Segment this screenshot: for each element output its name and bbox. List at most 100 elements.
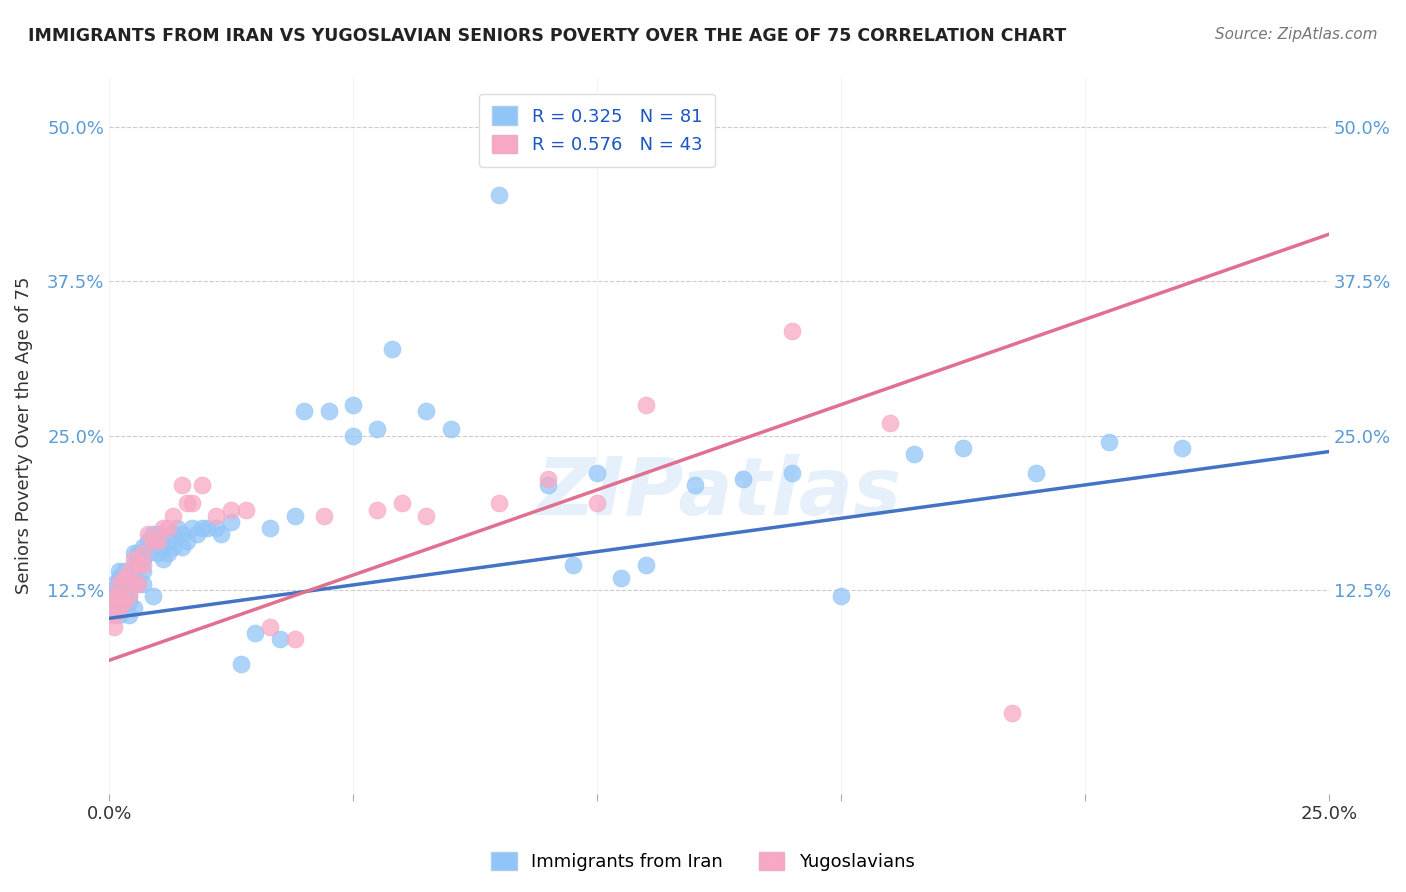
Point — [122, 558, 145, 573]
Point — [205, 508, 228, 523]
Text: IMMIGRANTS FROM IRAN VS YUGOSLAVIAN SENIORS POVERTY OVER THE AGE OF 75 CORRELATI: IMMIGRANTS FROM IRAN VS YUGOSLAVIAN SENI… — [28, 27, 1066, 45]
Point — [112, 570, 135, 584]
Point — [108, 570, 131, 584]
Point — [108, 607, 131, 622]
Point — [152, 540, 174, 554]
Point — [108, 576, 131, 591]
Point — [283, 508, 305, 523]
Point — [186, 527, 208, 541]
Point — [1098, 434, 1121, 449]
Point — [103, 595, 125, 609]
Point — [122, 601, 145, 615]
Point — [112, 582, 135, 597]
Point — [733, 472, 755, 486]
Point — [136, 546, 159, 560]
Point — [127, 576, 149, 591]
Point — [152, 552, 174, 566]
Point — [191, 521, 214, 535]
Point — [127, 558, 149, 573]
Point — [146, 533, 169, 548]
Point — [586, 466, 609, 480]
Point — [879, 416, 901, 430]
Point — [537, 472, 560, 486]
Point — [117, 565, 139, 579]
Point — [103, 582, 125, 597]
Point — [132, 565, 155, 579]
Point — [181, 496, 204, 510]
Point — [132, 546, 155, 560]
Point — [172, 540, 194, 554]
Point — [259, 620, 281, 634]
Point — [117, 595, 139, 609]
Point — [132, 558, 155, 573]
Point — [162, 540, 184, 554]
Point — [415, 404, 437, 418]
Point — [146, 546, 169, 560]
Point — [440, 422, 463, 436]
Point — [156, 533, 179, 548]
Point — [122, 552, 145, 566]
Point — [127, 576, 149, 591]
Text: ZIPatlas: ZIPatlas — [537, 454, 901, 532]
Point — [366, 502, 388, 516]
Point — [172, 527, 194, 541]
Point — [318, 404, 340, 418]
Point — [142, 527, 165, 541]
Legend: Immigrants from Iran, Yugoslavians: Immigrants from Iran, Yugoslavians — [484, 845, 922, 879]
Point — [683, 478, 706, 492]
Point — [172, 478, 194, 492]
Point — [103, 620, 125, 634]
Point — [156, 521, 179, 535]
Point — [259, 521, 281, 535]
Point — [312, 508, 335, 523]
Point — [205, 521, 228, 535]
Point — [132, 576, 155, 591]
Point — [108, 595, 131, 609]
Point — [391, 496, 413, 510]
Point — [245, 626, 267, 640]
Point — [132, 552, 155, 566]
Point — [142, 589, 165, 603]
Point — [1025, 466, 1047, 480]
Point — [146, 527, 169, 541]
Y-axis label: Seniors Poverty Over the Age of 75: Seniors Poverty Over the Age of 75 — [15, 277, 32, 594]
Point — [219, 502, 242, 516]
Point — [117, 607, 139, 622]
Point — [108, 589, 131, 603]
Point — [162, 508, 184, 523]
Point — [166, 521, 188, 535]
Point — [780, 324, 803, 338]
Point — [108, 601, 131, 615]
Point — [142, 533, 165, 548]
Point — [122, 546, 145, 560]
Point — [1001, 706, 1024, 721]
Point — [122, 576, 145, 591]
Point — [103, 595, 125, 609]
Point — [586, 496, 609, 510]
Point — [1171, 441, 1194, 455]
Point — [112, 595, 135, 609]
Point — [342, 428, 364, 442]
Point — [103, 589, 125, 603]
Point — [103, 607, 125, 622]
Point — [181, 521, 204, 535]
Point — [229, 657, 252, 671]
Point — [103, 576, 125, 591]
Point — [156, 546, 179, 560]
Point — [634, 558, 657, 573]
Point — [488, 187, 510, 202]
Point — [136, 533, 159, 548]
Point — [537, 478, 560, 492]
Point — [191, 478, 214, 492]
Point — [127, 558, 149, 573]
Point — [108, 565, 131, 579]
Point — [117, 589, 139, 603]
Point — [112, 565, 135, 579]
Point — [903, 447, 925, 461]
Point — [103, 589, 125, 603]
Point — [127, 546, 149, 560]
Point — [152, 521, 174, 535]
Point — [610, 570, 633, 584]
Legend: R = 0.325   N = 81, R = 0.576   N = 43: R = 0.325 N = 81, R = 0.576 N = 43 — [479, 94, 714, 167]
Point — [634, 398, 657, 412]
